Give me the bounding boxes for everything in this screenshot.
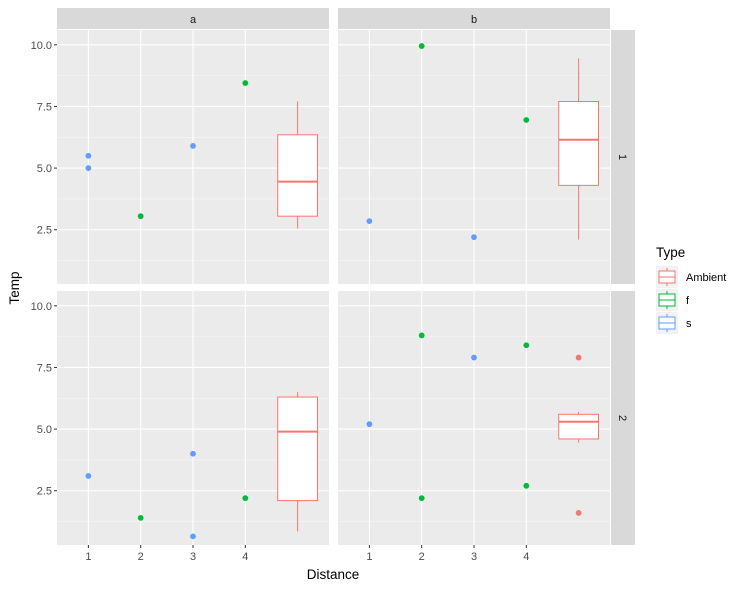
y-tick-label: 10.0 [31, 301, 52, 313]
legend-title: Type [656, 245, 685, 260]
data-point-s [190, 143, 196, 149]
x-axis-title: Distance [307, 567, 360, 582]
x-tick-label: 1 [366, 551, 372, 563]
facet-strip-row-label-2: 2 [616, 415, 628, 421]
facet-strip-row-label-1: 1 [616, 154, 628, 160]
x-tick-label: 1 [85, 551, 91, 563]
boxplot-box [558, 101, 599, 186]
x-tick-label: 4 [242, 551, 248, 563]
data-point-s [85, 473, 92, 479]
data-point-s [190, 533, 196, 540]
x-tick-label: 3 [190, 551, 196, 563]
boxplot-box [277, 396, 318, 502]
data-point-f [418, 43, 425, 49]
facet-strip-row-2 [611, 291, 635, 545]
data-point-f [523, 342, 530, 349]
data-point-s [190, 450, 196, 457]
boxplot-box [558, 413, 599, 440]
data-point-f [418, 332, 425, 339]
facet-strip-row-1 [611, 30, 635, 284]
y-tick-label: 5.0 [37, 424, 52, 436]
facet-panels: a b 1 2 2.5 5.0 7.5 10.0 2.5 5.0 7.5 10.0 1 2 3 4 1 2 3 4 [31, 8, 635, 563]
panel-b-2: 1 2 3 4 [338, 291, 610, 563]
facet-strip-a [57, 8, 329, 29]
data-point-s [85, 152, 92, 159]
data-point-s [366, 218, 373, 225]
facet-strip-b [338, 8, 610, 29]
legend-key-s: s [656, 312, 692, 334]
panel-b-1 [338, 30, 610, 284]
y-tick-label: 10.0 [31, 40, 52, 52]
legend-label-f: f [686, 295, 690, 307]
boxplot-outlier [575, 354, 582, 361]
data-point-s [366, 421, 373, 428]
boxplot-outlier [575, 510, 582, 516]
y-tick-label: 7.5 [37, 101, 52, 113]
panel-a-1: 2.5 5.0 7.5 10.0 [31, 30, 329, 284]
data-point-f [137, 514, 144, 521]
facet-strip-label-a: a [190, 14, 197, 26]
data-point-s [471, 354, 477, 361]
legend-label-s: s [686, 318, 692, 330]
data-point-s [85, 165, 92, 171]
data-point-f [137, 213, 144, 220]
data-point-f [242, 495, 249, 502]
x-tick-label: 4 [523, 551, 529, 563]
x-tick-label: 2 [419, 551, 425, 563]
panel-a-2: 2.5 5.0 7.5 10.0 1 2 3 4 [31, 291, 329, 563]
y-tick-label: 5.0 [37, 163, 52, 175]
x-tick-label: 2 [138, 551, 144, 563]
facet-strip-label-b: b [471, 14, 477, 26]
data-point-f [523, 117, 530, 123]
legend: Type Ambient f s [656, 245, 726, 334]
data-point-f [242, 80, 249, 86]
y-axis-title: Temp [7, 271, 22, 304]
legend-label-ambient: Ambient [686, 272, 726, 284]
data-point-f [523, 482, 530, 489]
boxplot-box [277, 134, 318, 217]
y-tick-label: 2.5 [37, 486, 52, 498]
y-tick-label: 7.5 [37, 362, 52, 374]
x-tick-label: 3 [471, 551, 477, 563]
data-point-s [471, 234, 477, 241]
data-point-f [418, 495, 425, 502]
legend-key-ambient: Ambient [656, 266, 726, 288]
y-tick-label: 2.5 [37, 225, 52, 237]
legend-key-f: f [656, 289, 690, 311]
